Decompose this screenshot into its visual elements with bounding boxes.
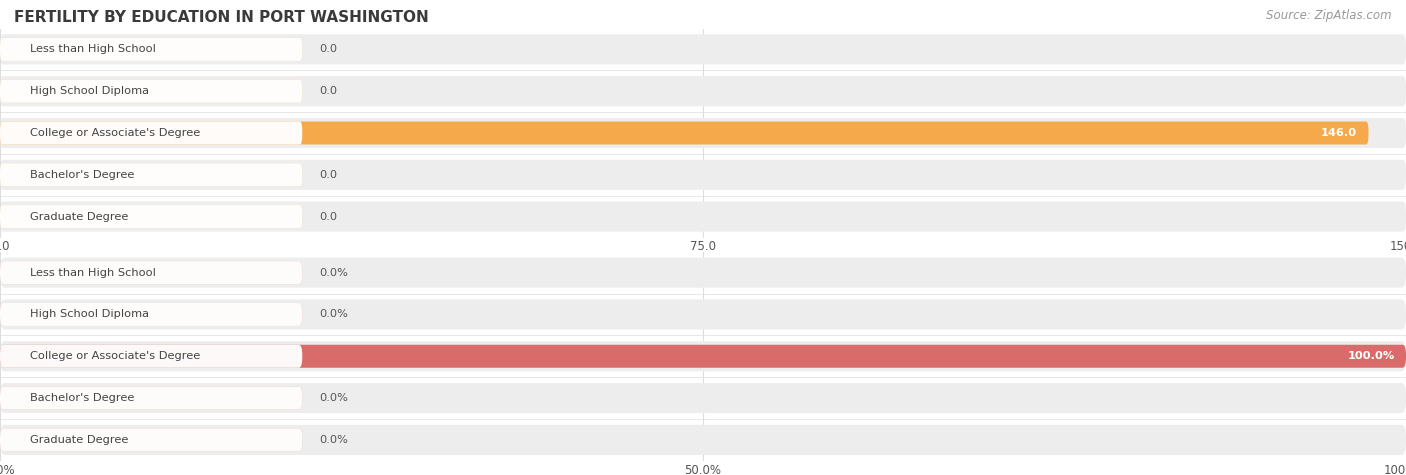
FancyBboxPatch shape: [0, 118, 1406, 148]
FancyBboxPatch shape: [0, 257, 1406, 288]
FancyBboxPatch shape: [0, 80, 302, 103]
FancyBboxPatch shape: [0, 261, 302, 284]
FancyBboxPatch shape: [0, 387, 302, 409]
FancyBboxPatch shape: [0, 428, 302, 451]
Text: Graduate Degree: Graduate Degree: [31, 435, 128, 445]
Text: College or Associate's Degree: College or Associate's Degree: [31, 128, 201, 138]
Text: 100.0%: 100.0%: [1347, 351, 1395, 361]
FancyBboxPatch shape: [0, 38, 302, 61]
FancyBboxPatch shape: [0, 303, 302, 326]
FancyBboxPatch shape: [0, 122, 1368, 144]
Text: 0.0%: 0.0%: [319, 267, 349, 278]
FancyBboxPatch shape: [0, 201, 1406, 232]
FancyBboxPatch shape: [0, 345, 302, 368]
FancyBboxPatch shape: [0, 76, 1406, 106]
FancyBboxPatch shape: [0, 38, 302, 61]
FancyBboxPatch shape: [0, 205, 302, 228]
FancyBboxPatch shape: [0, 425, 1406, 455]
Text: Less than High School: Less than High School: [31, 44, 156, 55]
Text: 0.0%: 0.0%: [319, 309, 349, 320]
FancyBboxPatch shape: [0, 122, 302, 144]
Text: 0.0: 0.0: [319, 170, 337, 180]
Text: 146.0: 146.0: [1322, 128, 1357, 138]
Text: FERTILITY BY EDUCATION IN PORT WASHINGTON: FERTILITY BY EDUCATION IN PORT WASHINGTO…: [14, 10, 429, 25]
Text: Bachelor's Degree: Bachelor's Degree: [31, 170, 135, 180]
FancyBboxPatch shape: [0, 428, 302, 451]
Text: 0.0: 0.0: [319, 211, 337, 222]
FancyBboxPatch shape: [0, 261, 302, 284]
FancyBboxPatch shape: [0, 80, 302, 103]
FancyBboxPatch shape: [0, 205, 302, 228]
FancyBboxPatch shape: [0, 303, 302, 326]
FancyBboxPatch shape: [0, 34, 1406, 65]
Text: 0.0%: 0.0%: [319, 435, 349, 445]
FancyBboxPatch shape: [0, 341, 1406, 371]
Text: High School Diploma: High School Diploma: [31, 86, 149, 96]
Text: Less than High School: Less than High School: [31, 267, 156, 278]
Text: 0.0: 0.0: [319, 44, 337, 55]
FancyBboxPatch shape: [0, 387, 302, 409]
FancyBboxPatch shape: [0, 345, 1406, 368]
Text: Bachelor's Degree: Bachelor's Degree: [31, 393, 135, 403]
Text: Graduate Degree: Graduate Degree: [31, 211, 128, 222]
Text: Source: ZipAtlas.com: Source: ZipAtlas.com: [1267, 10, 1392, 22]
FancyBboxPatch shape: [0, 160, 1406, 190]
Text: College or Associate's Degree: College or Associate's Degree: [31, 351, 201, 361]
FancyBboxPatch shape: [0, 163, 302, 186]
FancyBboxPatch shape: [0, 383, 1406, 413]
FancyBboxPatch shape: [0, 163, 302, 186]
Text: 0.0: 0.0: [319, 86, 337, 96]
FancyBboxPatch shape: [0, 299, 1406, 330]
Text: 0.0%: 0.0%: [319, 393, 349, 403]
Text: High School Diploma: High School Diploma: [31, 309, 149, 320]
